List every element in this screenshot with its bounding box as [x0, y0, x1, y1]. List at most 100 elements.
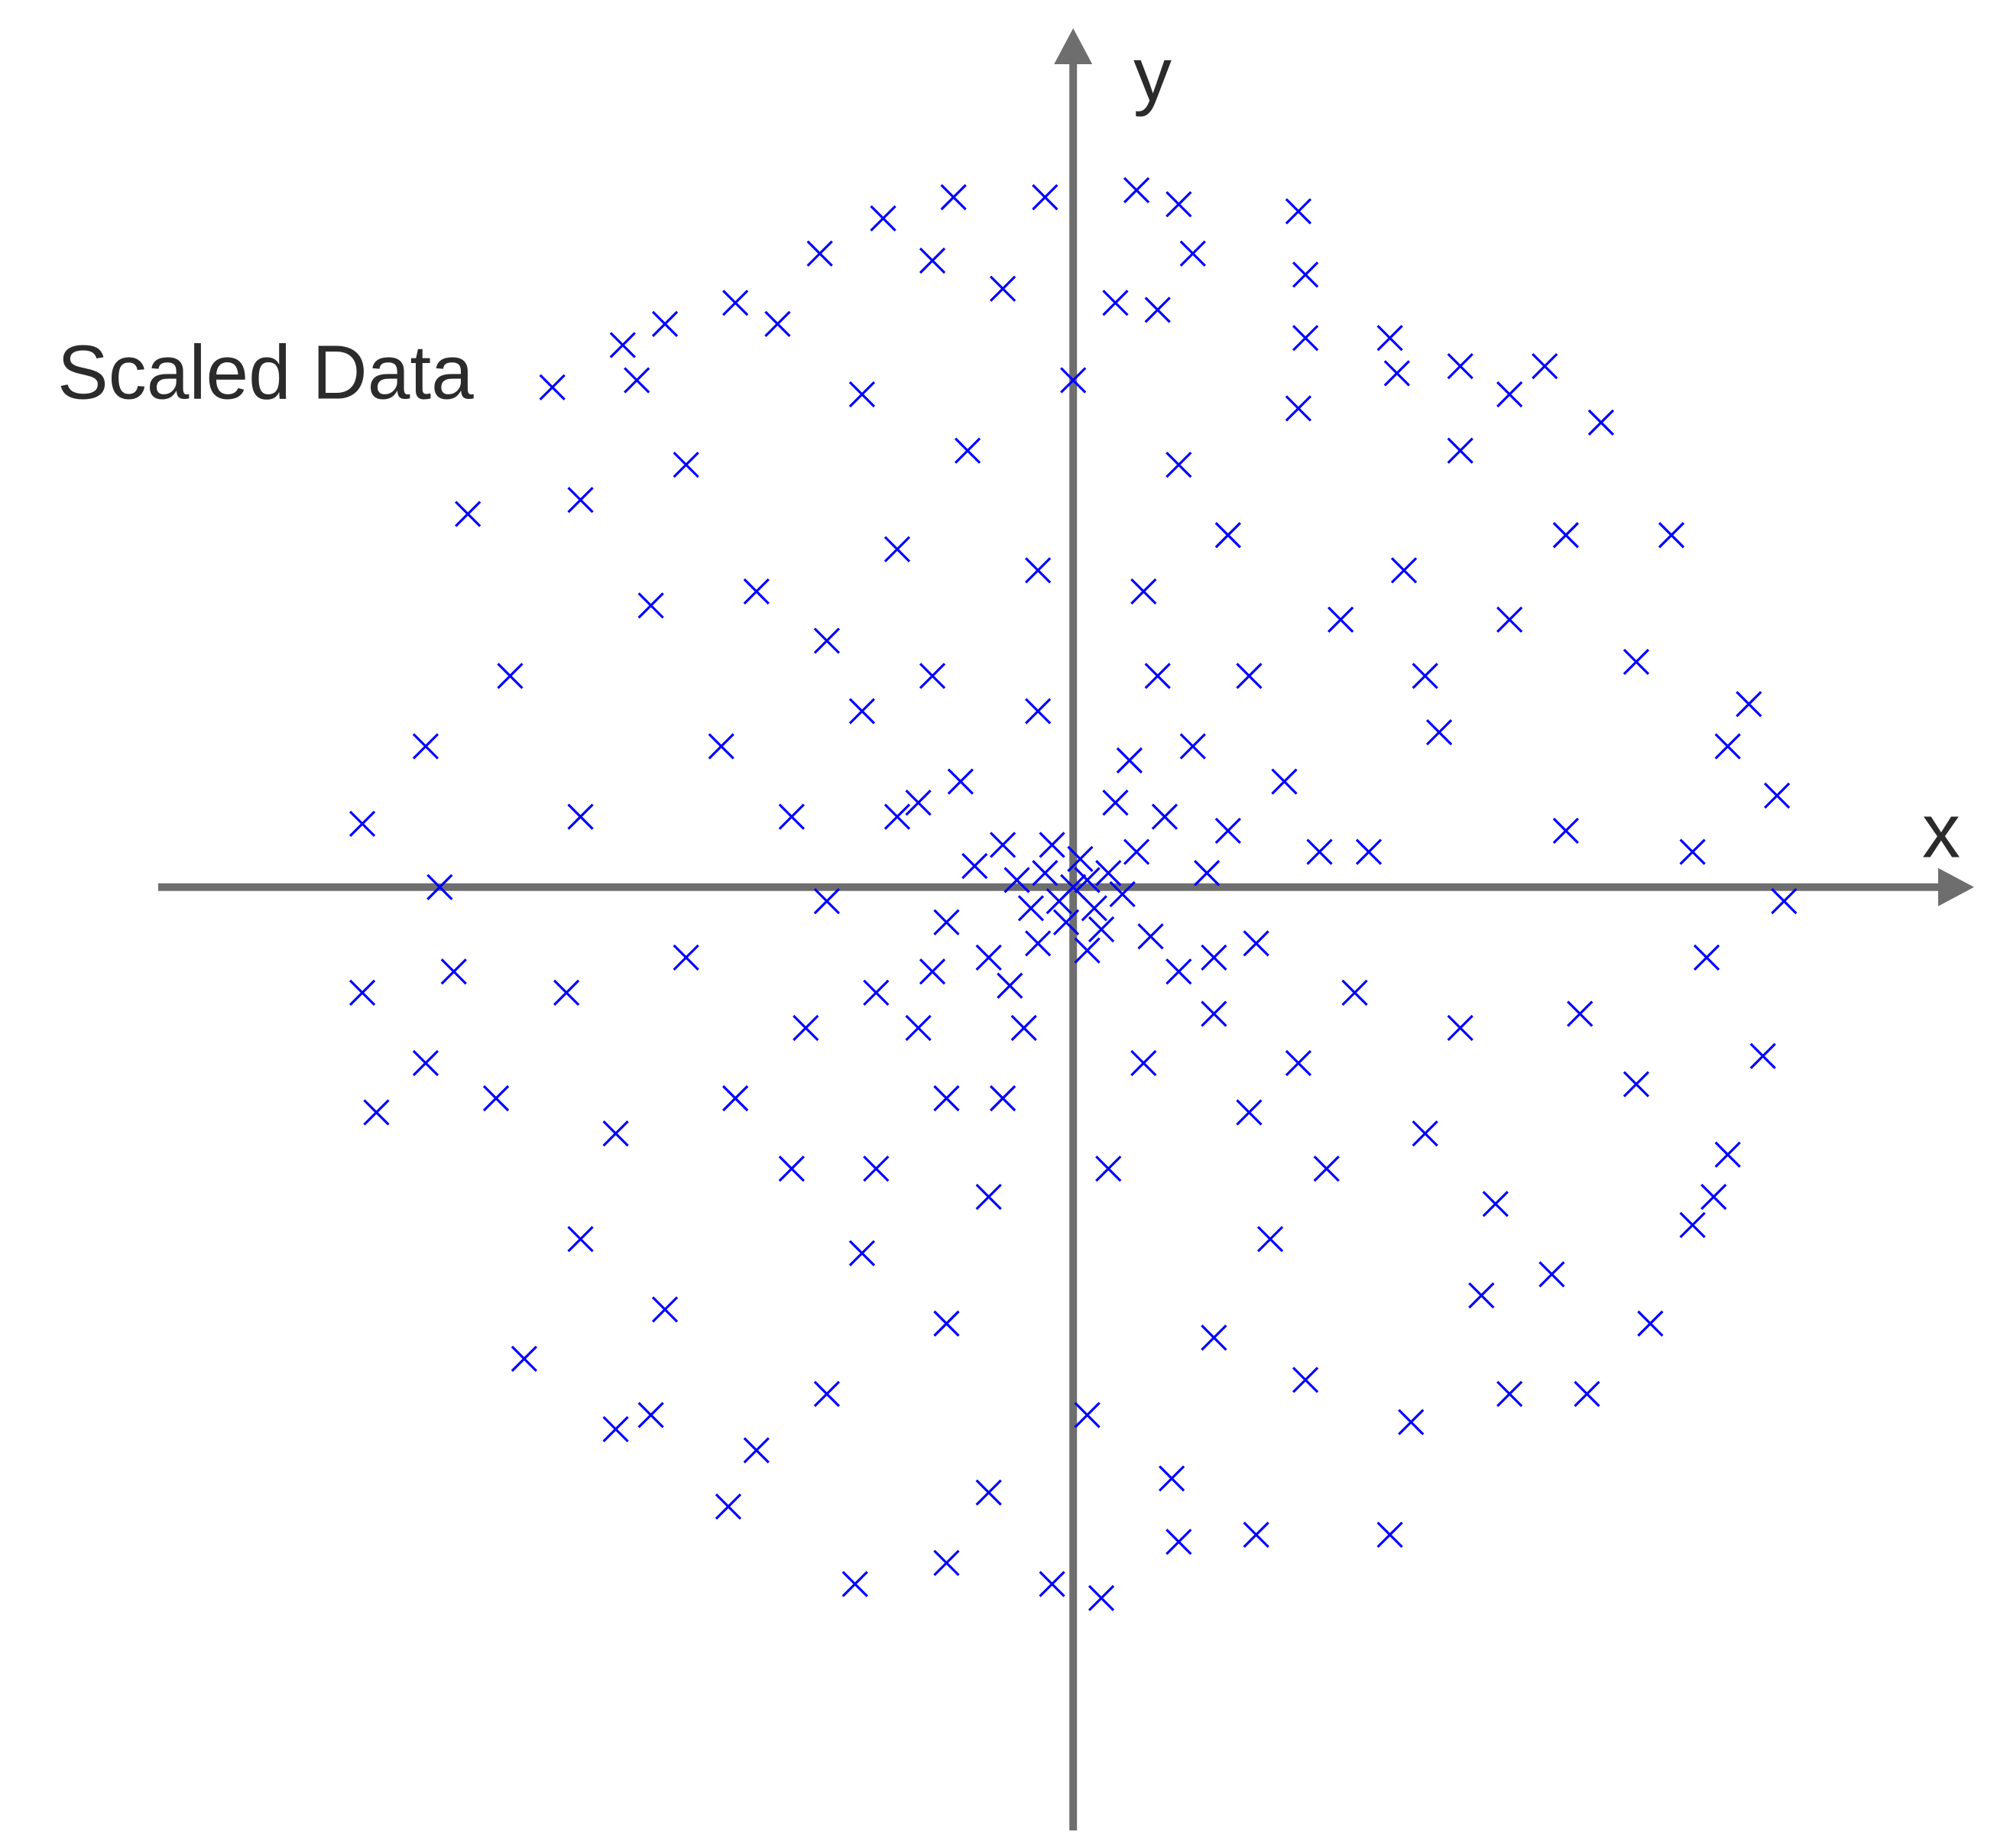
point	[1102, 789, 1129, 816]
point	[1532, 352, 1558, 380]
point	[1398, 1409, 1425, 1435]
point	[1292, 1367, 1319, 1393]
point	[1088, 916, 1115, 943]
point	[933, 1084, 960, 1112]
point	[1637, 1310, 1664, 1337]
point	[1025, 930, 1052, 957]
point	[1256, 1226, 1284, 1253]
point	[1679, 838, 1706, 865]
point	[637, 1402, 664, 1428]
point	[1130, 1049, 1157, 1077]
point	[1447, 1014, 1473, 1042]
point	[1306, 838, 1333, 865]
point	[1095, 1156, 1122, 1182]
point	[1587, 409, 1615, 436]
point	[1693, 944, 1720, 971]
point	[1236, 663, 1263, 689]
point	[919, 663, 946, 689]
point	[813, 627, 841, 654]
point	[764, 310, 791, 337]
point	[1201, 1324, 1227, 1351]
point	[883, 803, 911, 830]
point	[919, 247, 946, 274]
point	[1165, 958, 1192, 985]
point	[1243, 930, 1269, 957]
point	[1447, 437, 1473, 464]
point	[1468, 1282, 1495, 1309]
point	[602, 1415, 629, 1443]
point	[848, 381, 876, 408]
point	[1039, 1571, 1065, 1597]
point	[1046, 888, 1072, 915]
point	[793, 1014, 819, 1042]
point	[1123, 838, 1150, 865]
point	[1285, 198, 1312, 225]
y-axis-arrow	[1054, 28, 1093, 64]
point	[1552, 817, 1579, 845]
point	[975, 1479, 1002, 1506]
point	[1482, 1191, 1509, 1217]
point	[1060, 367, 1087, 394]
point	[1714, 1141, 1741, 1168]
x-axis-arrow	[1938, 867, 1974, 906]
point	[497, 663, 524, 689]
point	[1771, 888, 1798, 915]
point	[1214, 817, 1241, 845]
point	[1271, 768, 1298, 795]
point	[997, 972, 1023, 999]
point	[1095, 860, 1122, 887]
point	[743, 1437, 770, 1464]
point	[1179, 240, 1206, 267]
point	[975, 944, 1002, 971]
point	[975, 1183, 1002, 1211]
point	[1328, 606, 1354, 633]
point	[482, 1084, 510, 1112]
point	[1749, 1042, 1776, 1069]
point	[715, 1493, 742, 1520]
point	[1025, 557, 1052, 584]
point	[1736, 691, 1762, 718]
point	[1425, 718, 1453, 746]
point	[1032, 183, 1058, 211]
point	[673, 451, 699, 478]
point	[1003, 867, 1030, 893]
point	[651, 310, 679, 337]
point	[1623, 1071, 1650, 1097]
point	[1496, 1380, 1523, 1408]
point	[1496, 606, 1523, 633]
point	[349, 979, 376, 1007]
point	[1292, 325, 1319, 352]
point	[1383, 360, 1410, 387]
point	[954, 437, 981, 464]
point	[743, 578, 770, 605]
point	[813, 888, 841, 915]
point	[1102, 290, 1129, 316]
point	[1341, 979, 1368, 1007]
point	[1130, 578, 1157, 605]
point	[1074, 1402, 1101, 1428]
point	[722, 1084, 749, 1112]
point	[1074, 867, 1101, 893]
point	[1179, 733, 1206, 760]
point	[1714, 733, 1741, 760]
point	[961, 852, 988, 880]
point	[539, 374, 566, 400]
point	[1552, 522, 1579, 549]
point	[933, 1549, 960, 1577]
point	[1658, 522, 1685, 549]
point	[567, 803, 594, 830]
point	[848, 1240, 876, 1266]
point	[567, 487, 594, 514]
point	[841, 1571, 868, 1597]
point	[1010, 1014, 1037, 1042]
point	[1165, 191, 1192, 218]
point	[553, 979, 580, 1007]
point	[940, 183, 967, 211]
point	[708, 733, 734, 760]
point	[813, 1380, 841, 1408]
point	[1764, 782, 1791, 809]
point	[1067, 845, 1094, 873]
point	[863, 1156, 890, 1182]
point	[848, 698, 876, 725]
